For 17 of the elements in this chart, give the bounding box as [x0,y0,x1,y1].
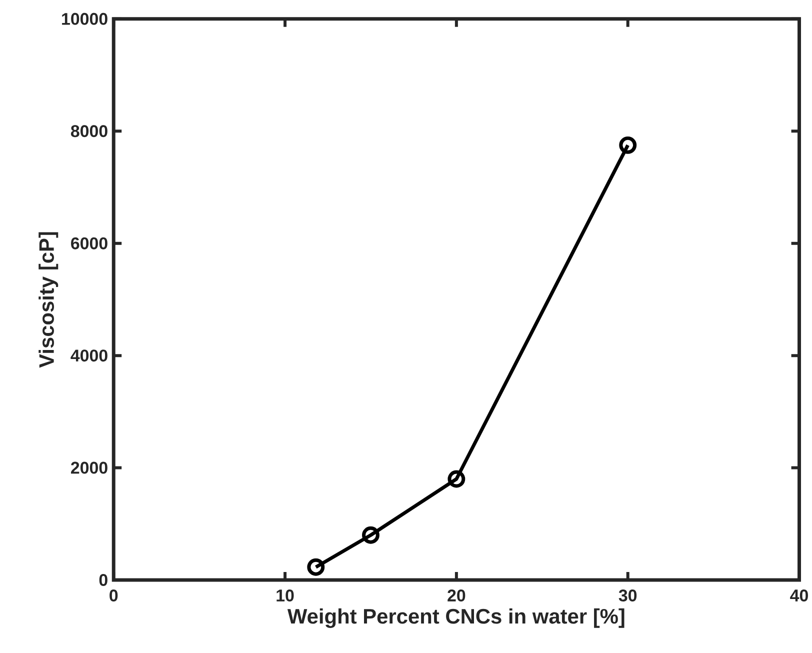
y-tick-label: 2000 [71,462,108,474]
y-tick-label: 8000 [70,125,108,138]
x-axis-title: Weight Percent CNCs in water [%] [287,608,624,628]
x-tick-label: 30 [618,590,637,602]
y-axis-title: Viscosity [cP] [38,232,58,368]
x-tick-label: 20 [448,590,466,602]
x-tick-label: 10 [276,590,294,602]
y-tick-label: 10000 [62,13,108,26]
point [619,136,637,154]
y-tick-label: 0 [99,574,108,586]
y-tick-label: 6000 [71,237,108,250]
y-tick-label: 4000 [70,350,108,362]
point [448,470,466,488]
point [307,558,325,576]
x-tick-label: 0 [110,590,118,602]
point [362,526,380,544]
x-tick-label: 40 [790,590,808,602]
